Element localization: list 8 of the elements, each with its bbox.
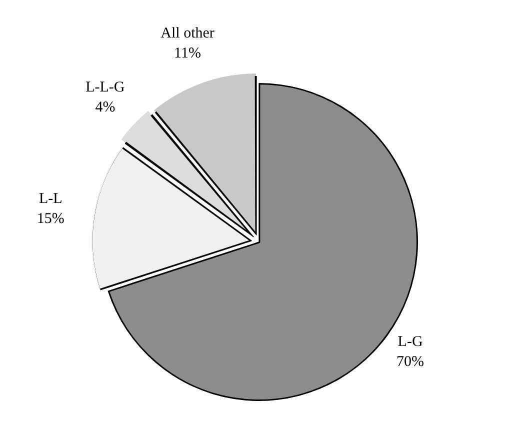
data-label: 15% (36, 210, 64, 227)
data-label: 70% (396, 354, 424, 370)
slice-label: All other (160, 25, 214, 42)
slice-label: L-G (398, 334, 423, 350)
data-label: 11% (174, 45, 202, 62)
data-label: 4% (95, 100, 116, 116)
slice-label: L-L-G (86, 80, 125, 96)
slice-label: L-L (38, 190, 62, 207)
